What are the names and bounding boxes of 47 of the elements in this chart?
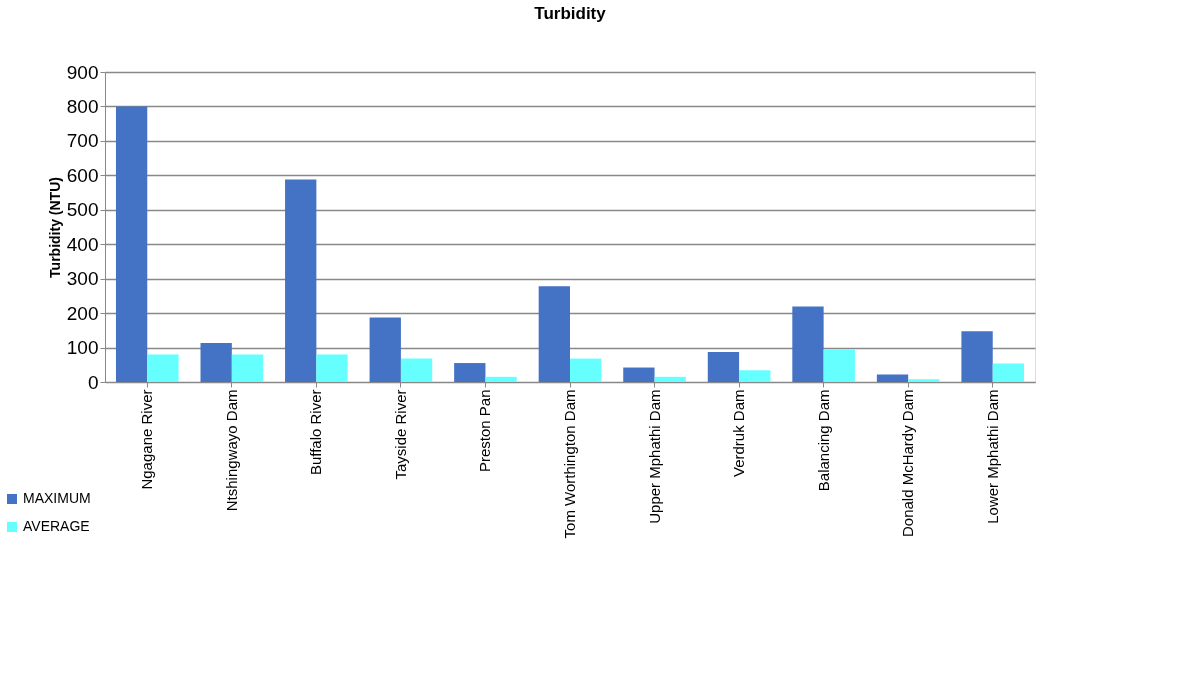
bar	[369, 317, 401, 382]
bar	[707, 352, 740, 382]
x-tick-label: Tom Worthington Dam	[561, 389, 578, 539]
y-tick-label: 0	[87, 371, 99, 393]
x-tick-label: Verdruk Dam	[730, 389, 748, 478]
bar	[992, 363, 1025, 382]
bar	[454, 363, 486, 382]
bar	[654, 376, 686, 382]
x-tick-label: Tayside River	[391, 389, 409, 480]
y-tick-label: 200	[66, 302, 99, 324]
y-axis-title: Turbidity (NTU)	[46, 177, 63, 278]
x-tick-label: Ngagane River	[138, 389, 156, 490]
x-tick-label: Buffalo River	[307, 389, 325, 476]
bar	[285, 179, 317, 382]
y-tick-label: 800	[66, 95, 99, 117]
bar	[316, 354, 348, 382]
y-tick-label: 400	[66, 233, 99, 255]
bar	[961, 331, 993, 382]
x-tick-label: Lower Mphathi Dam	[983, 389, 1001, 524]
x-tick-label: Donald McHardy Dam	[899, 389, 917, 538]
y-tick-label: 900	[66, 61, 99, 83]
bar	[200, 343, 232, 382]
chart-title: Turbidity	[534, 4, 607, 23]
y-tick-label: 600	[66, 164, 99, 186]
x-tick-label: Balancing Dam	[814, 389, 832, 492]
y-tick-label: 500	[66, 199, 99, 221]
bar	[538, 286, 570, 382]
bar	[823, 349, 855, 382]
bar	[485, 376, 517, 382]
bar	[792, 306, 824, 382]
bar	[623, 367, 655, 382]
x-tick-label: Upper Mphathi Dam	[645, 389, 663, 524]
bar	[231, 354, 264, 382]
y-tick-label: 100	[66, 337, 99, 359]
bar	[115, 106, 148, 382]
bar	[400, 358, 433, 382]
bar	[147, 354, 179, 382]
x-tick-label: Preston Pan	[476, 389, 494, 473]
legend-label: MAXIMUM	[23, 490, 91, 506]
bar	[876, 374, 909, 382]
y-tick-label: 700	[66, 130, 99, 152]
bar	[908, 379, 940, 382]
x-tick-label: Ntshingwayo Dam	[222, 389, 240, 512]
bar	[739, 370, 771, 382]
bar	[570, 358, 602, 382]
y-tick-label: 300	[66, 268, 99, 290]
legend-label: AVERAGE	[23, 518, 90, 534]
